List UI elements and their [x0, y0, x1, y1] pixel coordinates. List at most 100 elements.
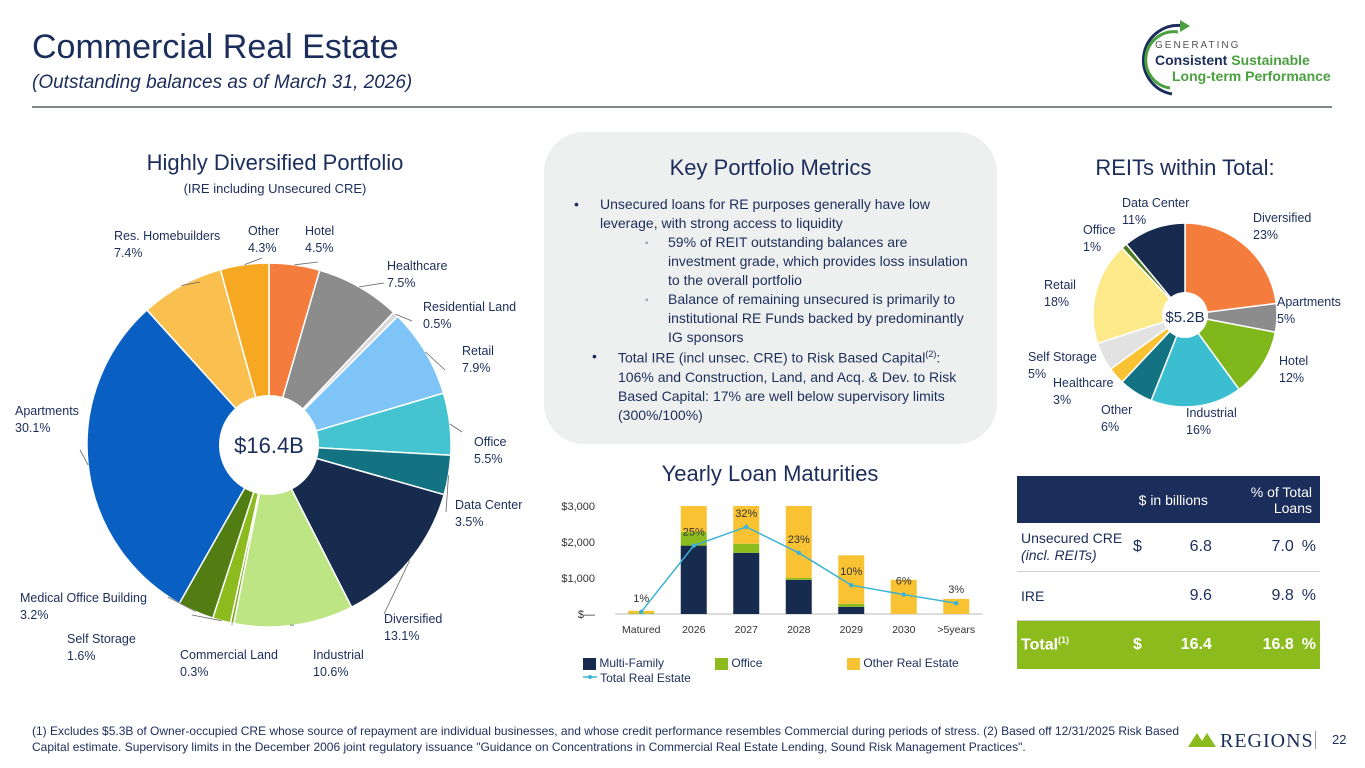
- reits-pie-hole: [1162, 292, 1208, 338]
- data-label-2027: 32%: [735, 508, 757, 520]
- legend-office: Office: [715, 656, 762, 670]
- pie-value-industrial: 16%: [1186, 423, 1211, 437]
- line-point-2027: [744, 524, 749, 530]
- y-tick-label: $—: [578, 609, 595, 621]
- legend-multifamily-swatch: [583, 657, 596, 670]
- portfolio-center-label: $16.4B: [234, 433, 304, 458]
- pie-leader-other: [244, 257, 263, 266]
- pie-label-other: Other: [248, 224, 279, 238]
- bar-other-real-estate-2028: [785, 506, 812, 578]
- pie-slice-hotel: [1183, 313, 1277, 391]
- pie-leader-diversified: [383, 560, 410, 615]
- pie-slice-industrial: [1150, 313, 1241, 408]
- pie-label-apartments: Apartments: [1277, 295, 1341, 309]
- table-total-row: Total(1) $ 16.4 16.8 %: [1017, 620, 1320, 669]
- table-header-row: $ in billions % of Total Loans: [1017, 476, 1320, 523]
- pie-label-medical-office-building: Medical Office Building: [20, 591, 147, 605]
- pie-leader-medical-office-building: [167, 596, 196, 612]
- pie-leader-self-storage: [191, 614, 222, 622]
- table-row: IRE 9.6 9.8 %: [1017, 571, 1320, 621]
- total-label-text: Total: [1021, 636, 1059, 654]
- pie-label-hotel: Hotel: [1279, 354, 1308, 368]
- loans-table: $ in billions % of Total Loans Unsecured…: [1017, 476, 1320, 669]
- pie-label-industrial: Industrial: [1186, 406, 1237, 420]
- data-label-2026: 25%: [683, 527, 705, 539]
- data-label-2029: 10%: [840, 566, 862, 578]
- page-title: Commercial Real Estate: [32, 28, 399, 66]
- pie-slice-diversified: [267, 443, 446, 609]
- table-row-label: IRE: [1017, 571, 1129, 621]
- pie-leader-apartments: [79, 449, 89, 466]
- x-tick-label: 2028: [787, 624, 811, 636]
- data-label-2028: 23%: [788, 534, 810, 546]
- pie-label-hotel: Hotel: [305, 224, 334, 238]
- legend-total-swatch: [583, 675, 597, 679]
- pie-label-diversified: Diversified: [384, 612, 442, 626]
- pie-value-office: 1%: [1083, 240, 1101, 254]
- pie-label-apartments: Apartments: [15, 404, 79, 418]
- page-subtitle: (Outstanding balances as of March 31, 20…: [32, 72, 413, 93]
- pie-value-commercial-land: 0.3%: [180, 665, 209, 679]
- maturities-bar-chart: $— $1,000 $2,000 $3,000 Matured 2026 2027 2028 2…: [561, 501, 983, 636]
- legend-total-label: Total Real Estate: [600, 671, 691, 685]
- row-currency: [1129, 571, 1151, 621]
- pie-leader-retail: [425, 351, 446, 371]
- pie-value-healthcare: 7.5%: [387, 276, 416, 290]
- metrics-bullet-1: Unsecured loans for RE purposes generall…: [600, 195, 960, 233]
- bar-multi-family-2029: [838, 606, 865, 614]
- logo-line3: Long-term Performance: [1172, 68, 1331, 84]
- legend-total: Total Real Estate: [583, 671, 691, 685]
- logo-line2: Consistent Sustainable: [1155, 52, 1310, 68]
- line-point-2026: [691, 543, 696, 548]
- metrics-sub-bullet-2: Balance of remaining unsecured is primar…: [668, 291, 964, 345]
- row-label-main: Unsecured CRE: [1021, 530, 1123, 546]
- title-divider: [32, 106, 1332, 108]
- pie-value-diversified: 13.1%: [384, 629, 419, 643]
- x-tick-label: 2026: [682, 624, 706, 636]
- pie-label-diversified: Diversified: [1253, 211, 1311, 225]
- pie-value-self-storage: 1.6%: [67, 649, 96, 663]
- pie-value-res-homebuilders: 7.4%: [114, 246, 143, 260]
- bar-office-2028: [785, 578, 812, 580]
- table-row-label: Unsecured CRE (incl. REITs): [1017, 523, 1129, 572]
- portfolio-subheading: (IRE including Unsecured CRE): [183, 181, 367, 196]
- total-label: Total(1): [1017, 620, 1129, 669]
- bullet-dot-2: •: [592, 348, 597, 364]
- table-header-blank: [1017, 476, 1129, 523]
- pie-value-apartments: 30.1%: [15, 421, 50, 435]
- pie-value-healthcare: 3%: [1053, 393, 1071, 407]
- legend-multifamily: Multi-Family: [583, 656, 664, 670]
- pie-leader-hotel: [294, 261, 319, 266]
- pie-leader-office: [449, 423, 463, 433]
- key-metrics-panel: [544, 132, 997, 444]
- pie-slice-apartments: [86, 308, 270, 605]
- brand-wordmark: REGIONS: [1220, 730, 1314, 752]
- line-point-5years: [954, 601, 959, 606]
- pie-value-industrial: 10.6%: [313, 665, 348, 679]
- bar-multi-family-2026: [680, 545, 707, 614]
- pie-value-self-storage: 5%: [1028, 367, 1046, 381]
- row-value: 9.6: [1151, 571, 1216, 621]
- pie-value-data-center: 11%: [1122, 213, 1146, 227]
- legend-other: Other Real Estate: [847, 656, 959, 670]
- data-label-matured: 1%: [633, 593, 649, 605]
- pie-value-retail: 7.9%: [462, 361, 491, 375]
- metrics-bullet-2-pre: Total IRE (incl unsec. CRE) to Risk Base…: [618, 349, 926, 366]
- pie-value-retail: 18%: [1044, 295, 1069, 309]
- legend-office-label: Office: [731, 656, 763, 670]
- pie-value-hotel: 12%: [1279, 371, 1304, 385]
- metrics-sub-bullet-1: 59% of REIT outstanding balances are inv…: [668, 234, 968, 288]
- logo-generating: GENERATING: [1155, 40, 1241, 51]
- row-pct-sign: %: [1297, 571, 1320, 621]
- bar-multi-family-2027: [733, 552, 760, 614]
- bar-other-real-estate-2030: [890, 579, 917, 614]
- pie-value-diversified: 23%: [1253, 228, 1278, 242]
- metrics-heading: Key Portfolio Metrics: [669, 155, 872, 180]
- pie-leader-data-center: [445, 475, 449, 513]
- line-point-2030: [901, 592, 906, 597]
- total-pct: 16.8: [1215, 620, 1298, 669]
- table-row: Unsecured CRE (incl. REITs) $ 6.8 7.0 %: [1017, 523, 1320, 572]
- pie-slice-retail: [268, 315, 445, 446]
- pie-label-self-storage: Self Storage: [1028, 350, 1097, 364]
- total-currency: $: [1129, 620, 1151, 669]
